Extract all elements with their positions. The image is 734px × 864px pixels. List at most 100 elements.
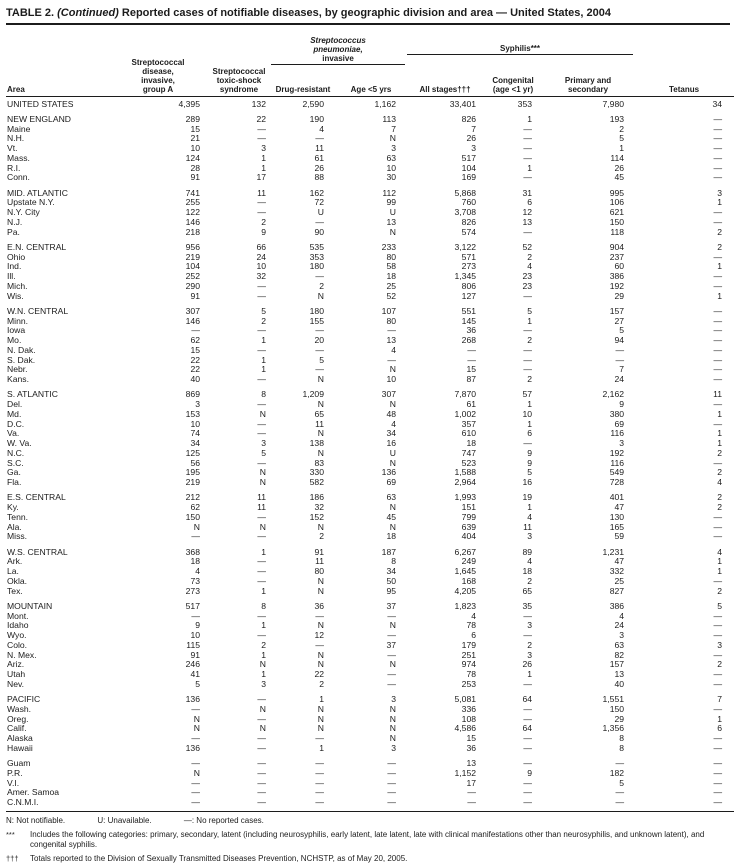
legend-line: N: Not notifiable. U: Unavailable. —: No… [6,816,728,826]
area-label: Ind. [7,261,22,272]
value-cell: 78 [466,620,477,631]
value-cell: 3 [527,649,533,660]
value-cell: — [713,620,723,631]
value-cell: 1 [261,585,266,596]
value-cell: 13 [614,669,625,679]
value-cell: 1 [261,152,266,163]
value-cell: — [387,354,397,365]
value-cell: 138 [309,438,324,448]
value-cell: 26 [314,162,324,173]
value-cell: 3 [619,630,625,640]
value-cell: 32 [314,502,324,512]
value-cell: 3 [261,678,266,689]
value-cell: — [191,325,200,336]
table-row: Ill. 252 32 — 18 1,345 23 386 — [6,271,734,282]
value-cell: — [257,123,266,134]
value-cell: 1,356 [602,723,625,734]
value-cell: N [389,723,397,734]
area-label: Pa. [7,226,20,237]
value-cell: 1 [717,438,723,448]
area-label: Amer. Samoa [7,787,60,798]
value-cell: — [191,787,200,798]
value-cell: 5,081 [454,694,477,704]
value-cell: 13 [522,216,533,227]
value-cell: U [317,207,324,217]
value-cell: 169 [461,172,477,183]
value-cell: 571 [461,251,477,262]
table-row: Del. 3 — N N 61 1 9 — [6,399,734,410]
value-cell: 357 [461,418,477,429]
value-cell: — [713,630,723,640]
value-cell: 747 [461,447,477,458]
area-label: W.N. CENTRAL [7,305,69,316]
value-cell: 6,267 [454,546,477,557]
value-cell: — [713,669,723,679]
value-cell: 2 [527,575,533,586]
value-cell: 1 [319,694,324,704]
value-cell: 523 [461,457,477,468]
table-row: Pa. 218 9 90 N 574 — 118 2 [6,226,734,238]
value-cell: 187 [381,546,397,557]
value-cell: 24 [256,251,266,262]
value-cell: 124 [185,152,200,163]
value-cell: 4 [195,566,200,576]
value-cell: 1,209 [302,389,324,400]
value-cell: 2,964 [454,477,477,487]
area-label: C.N.M.I. [7,797,39,807]
value-cell: 69 [386,477,397,487]
value-cell: 165 [609,521,625,532]
table-row: D.C. 10 — 11 4 357 1 69 — [6,418,734,430]
area-label: NEW ENGLAND [7,113,71,124]
area-label: Colo. [7,639,28,650]
value-cell: 7 [717,694,723,704]
notifiable-diseases-table: Area Streptococcal disease, invasive, gr… [6,25,734,812]
value-cell: — [713,511,723,522]
value-cell: — [387,325,397,336]
value-cell: — [257,207,266,217]
value-cell: — [713,143,723,153]
area-label: Mo. [7,335,22,345]
value-cell: 127 [461,290,477,301]
value-cell: 1 [717,566,723,576]
area-label: S.C. [7,457,24,468]
value-cell: 9 [527,767,533,778]
value-cell: 9 [619,399,625,409]
value-cell: 1,152 [454,767,477,778]
value-cell: 4 [717,477,723,487]
value-cell: 6 [471,630,477,640]
value-cell: — [387,649,397,660]
value-cell: 3,708 [454,207,477,217]
value-cell: 168 [461,575,477,586]
area-label: Utah [7,669,26,679]
table-row: Oreg. N — N N 108 — 29 1 [6,714,734,725]
value-cell: 1 [717,428,723,439]
header-group-syphilis: Syphilis*** [406,25,634,74]
value-cell: 1,345 [454,271,477,281]
value-cell: 22 [190,364,200,375]
area-label: Wis. [7,290,24,301]
value-cell: 34 [712,98,723,109]
area-label: Nev. [7,678,25,689]
table-row: Md. 153 N 65 48 1,002 10 380 1 [6,408,734,420]
value-cell: N [389,620,397,631]
value-cell: 9 [527,447,533,458]
area-label: N.H. [7,133,25,144]
value-cell: 1 [717,556,723,567]
value-cell: 7,870 [454,389,477,400]
value-cell: 40 [614,678,625,689]
value-cell: 273 [461,261,477,272]
table-row: W.N. CENTRAL 307 5 180 107 551 5 157 — [6,301,734,316]
value-cell: 132 [251,98,266,109]
value-cell: 91 [314,546,324,557]
value-cell: 34 [190,438,200,448]
value-cell: — [713,703,723,714]
value-cell: — [713,374,723,384]
value-cell: 47 [614,502,625,512]
value-cell: — [713,678,723,689]
value-cell: 62 [190,502,200,512]
value-cell: — [257,758,266,768]
value-cell: 56 [190,457,200,468]
value-cell: 10 [522,408,533,419]
area-label: Md. [7,408,22,419]
value-cell: 1 [527,162,533,173]
